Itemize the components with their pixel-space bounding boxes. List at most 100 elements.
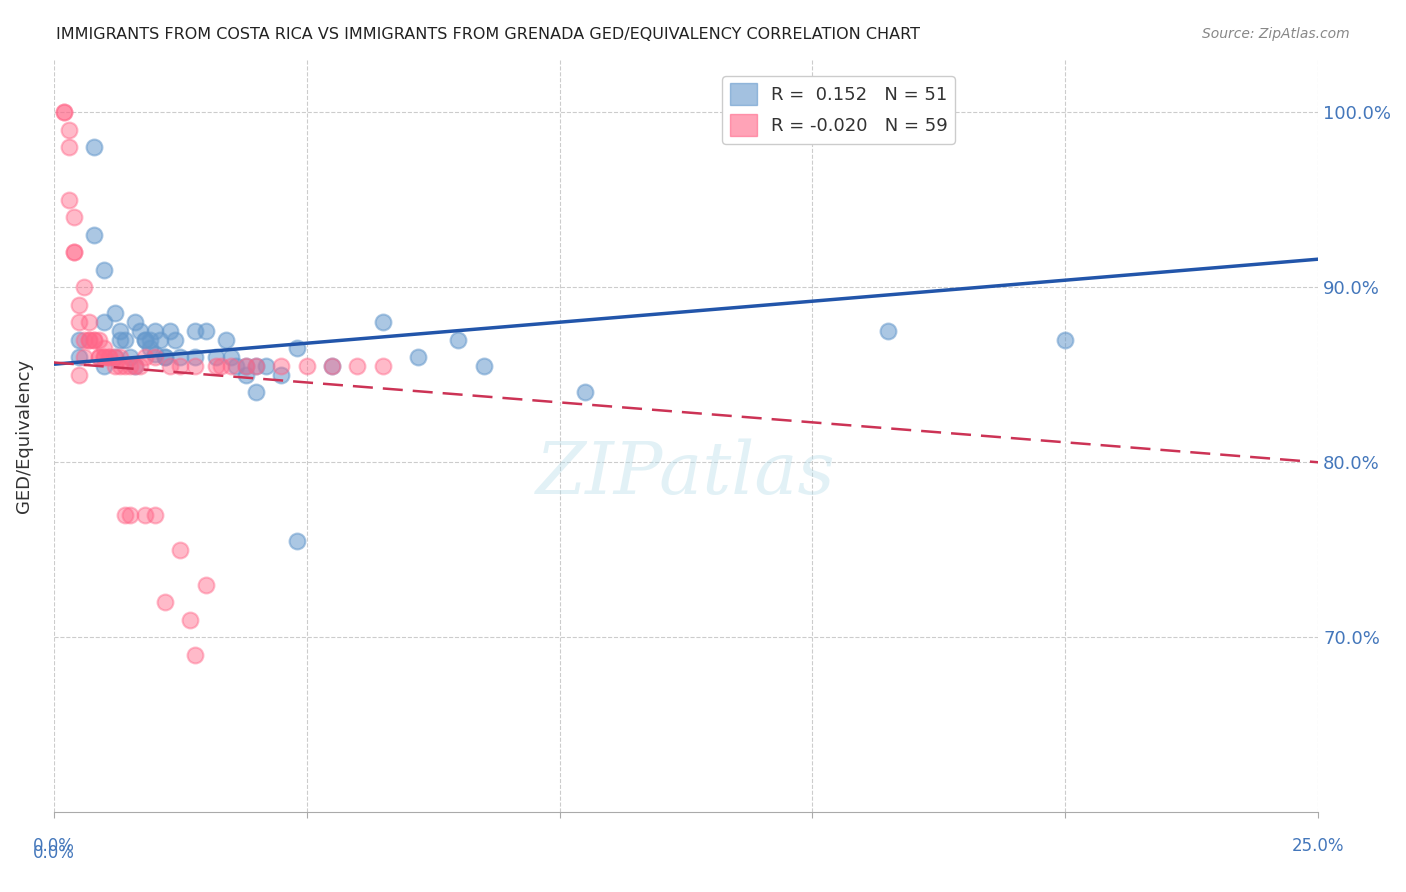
- Point: [73, 280, 96, 294]
- Point: [143, 508, 166, 522]
- Point: [270, 368, 292, 382]
- Point: [285, 342, 308, 356]
- Point: [285, 534, 308, 549]
- Point: [149, 333, 172, 347]
- Point: [67, 298, 90, 312]
- Point: [73, 350, 96, 364]
- Point: [574, 385, 596, 400]
- Point: [179, 613, 201, 627]
- Point: [93, 315, 115, 329]
- Point: [235, 359, 257, 373]
- Point: [118, 350, 141, 364]
- Point: [209, 359, 232, 373]
- Point: [83, 333, 105, 347]
- Point: [169, 542, 191, 557]
- Point: [58, 193, 80, 207]
- Point: [270, 359, 292, 373]
- Point: [52, 105, 75, 120]
- Point: [93, 342, 115, 356]
- Point: [108, 359, 131, 373]
- Point: [118, 359, 141, 373]
- Point: [89, 333, 111, 347]
- Point: [63, 245, 86, 260]
- Point: [219, 350, 242, 364]
- Point: [169, 359, 191, 373]
- Point: [67, 368, 90, 382]
- Point: [83, 227, 105, 242]
- Point: [103, 306, 125, 320]
- Text: IMMIGRANTS FROM COSTA RICA VS IMMIGRANTS FROM GRENADA GED/EQUIVALENCY CORRELATIO: IMMIGRANTS FROM COSTA RICA VS IMMIGRANTS…: [56, 27, 921, 42]
- Point: [159, 324, 181, 338]
- Point: [93, 350, 115, 364]
- Point: [215, 333, 238, 347]
- Point: [194, 578, 217, 592]
- Point: [103, 350, 125, 364]
- Point: [124, 359, 146, 373]
- Point: [204, 350, 226, 364]
- Point: [134, 333, 156, 347]
- Point: [139, 342, 162, 356]
- Point: [124, 315, 146, 329]
- Point: [93, 350, 115, 364]
- Point: [108, 350, 131, 364]
- Point: [406, 350, 429, 364]
- Point: [321, 359, 343, 373]
- Point: [153, 350, 176, 364]
- Point: [108, 324, 131, 338]
- Point: [118, 508, 141, 522]
- Point: [254, 359, 277, 373]
- Point: [235, 359, 257, 373]
- Point: [103, 350, 125, 364]
- Point: [225, 359, 247, 373]
- Point: [114, 508, 136, 522]
- Point: [219, 359, 242, 373]
- Point: [143, 324, 166, 338]
- Point: [134, 508, 156, 522]
- Point: [447, 333, 470, 347]
- Point: [58, 140, 80, 154]
- Point: [169, 350, 191, 364]
- Point: [184, 324, 207, 338]
- Text: Source: ZipAtlas.com: Source: ZipAtlas.com: [1202, 27, 1350, 41]
- Point: [77, 333, 100, 347]
- Point: [245, 385, 267, 400]
- Point: [143, 350, 166, 364]
- Point: [98, 350, 121, 364]
- Text: ZIPatlas: ZIPatlas: [536, 438, 835, 509]
- Point: [67, 350, 90, 364]
- Point: [134, 350, 156, 364]
- Point: [321, 359, 343, 373]
- Point: [153, 350, 176, 364]
- Point: [235, 368, 257, 382]
- Text: 0.0%: 0.0%: [32, 838, 75, 855]
- Point: [371, 359, 394, 373]
- Point: [83, 333, 105, 347]
- Point: [153, 595, 176, 609]
- Point: [89, 350, 111, 364]
- Point: [114, 333, 136, 347]
- Point: [77, 333, 100, 347]
- Point: [77, 315, 100, 329]
- Point: [165, 333, 187, 347]
- Point: [67, 333, 90, 347]
- Point: [103, 359, 125, 373]
- Point: [128, 359, 150, 373]
- Point: [52, 105, 75, 120]
- Point: [245, 359, 267, 373]
- Point: [245, 359, 267, 373]
- Point: [58, 122, 80, 136]
- Text: 0.0%: 0.0%: [32, 844, 75, 862]
- Point: [93, 359, 115, 373]
- Point: [295, 359, 318, 373]
- Point: [63, 210, 86, 224]
- Point: [472, 359, 495, 373]
- Point: [114, 359, 136, 373]
- Point: [93, 262, 115, 277]
- Point: [194, 324, 217, 338]
- Text: 25.0%: 25.0%: [1292, 838, 1344, 855]
- Point: [124, 359, 146, 373]
- Point: [143, 347, 166, 361]
- Point: [184, 359, 207, 373]
- Point: [184, 350, 207, 364]
- Point: [371, 315, 394, 329]
